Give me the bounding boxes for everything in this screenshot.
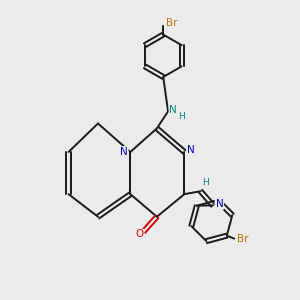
Text: H: H xyxy=(178,112,185,121)
Text: O: O xyxy=(135,230,143,239)
Text: N: N xyxy=(120,147,128,157)
Text: N: N xyxy=(187,146,195,155)
Text: N: N xyxy=(169,105,177,115)
Text: Br: Br xyxy=(237,234,248,244)
Text: N: N xyxy=(215,199,223,209)
Text: H: H xyxy=(202,178,209,188)
Text: Br: Br xyxy=(166,18,177,28)
